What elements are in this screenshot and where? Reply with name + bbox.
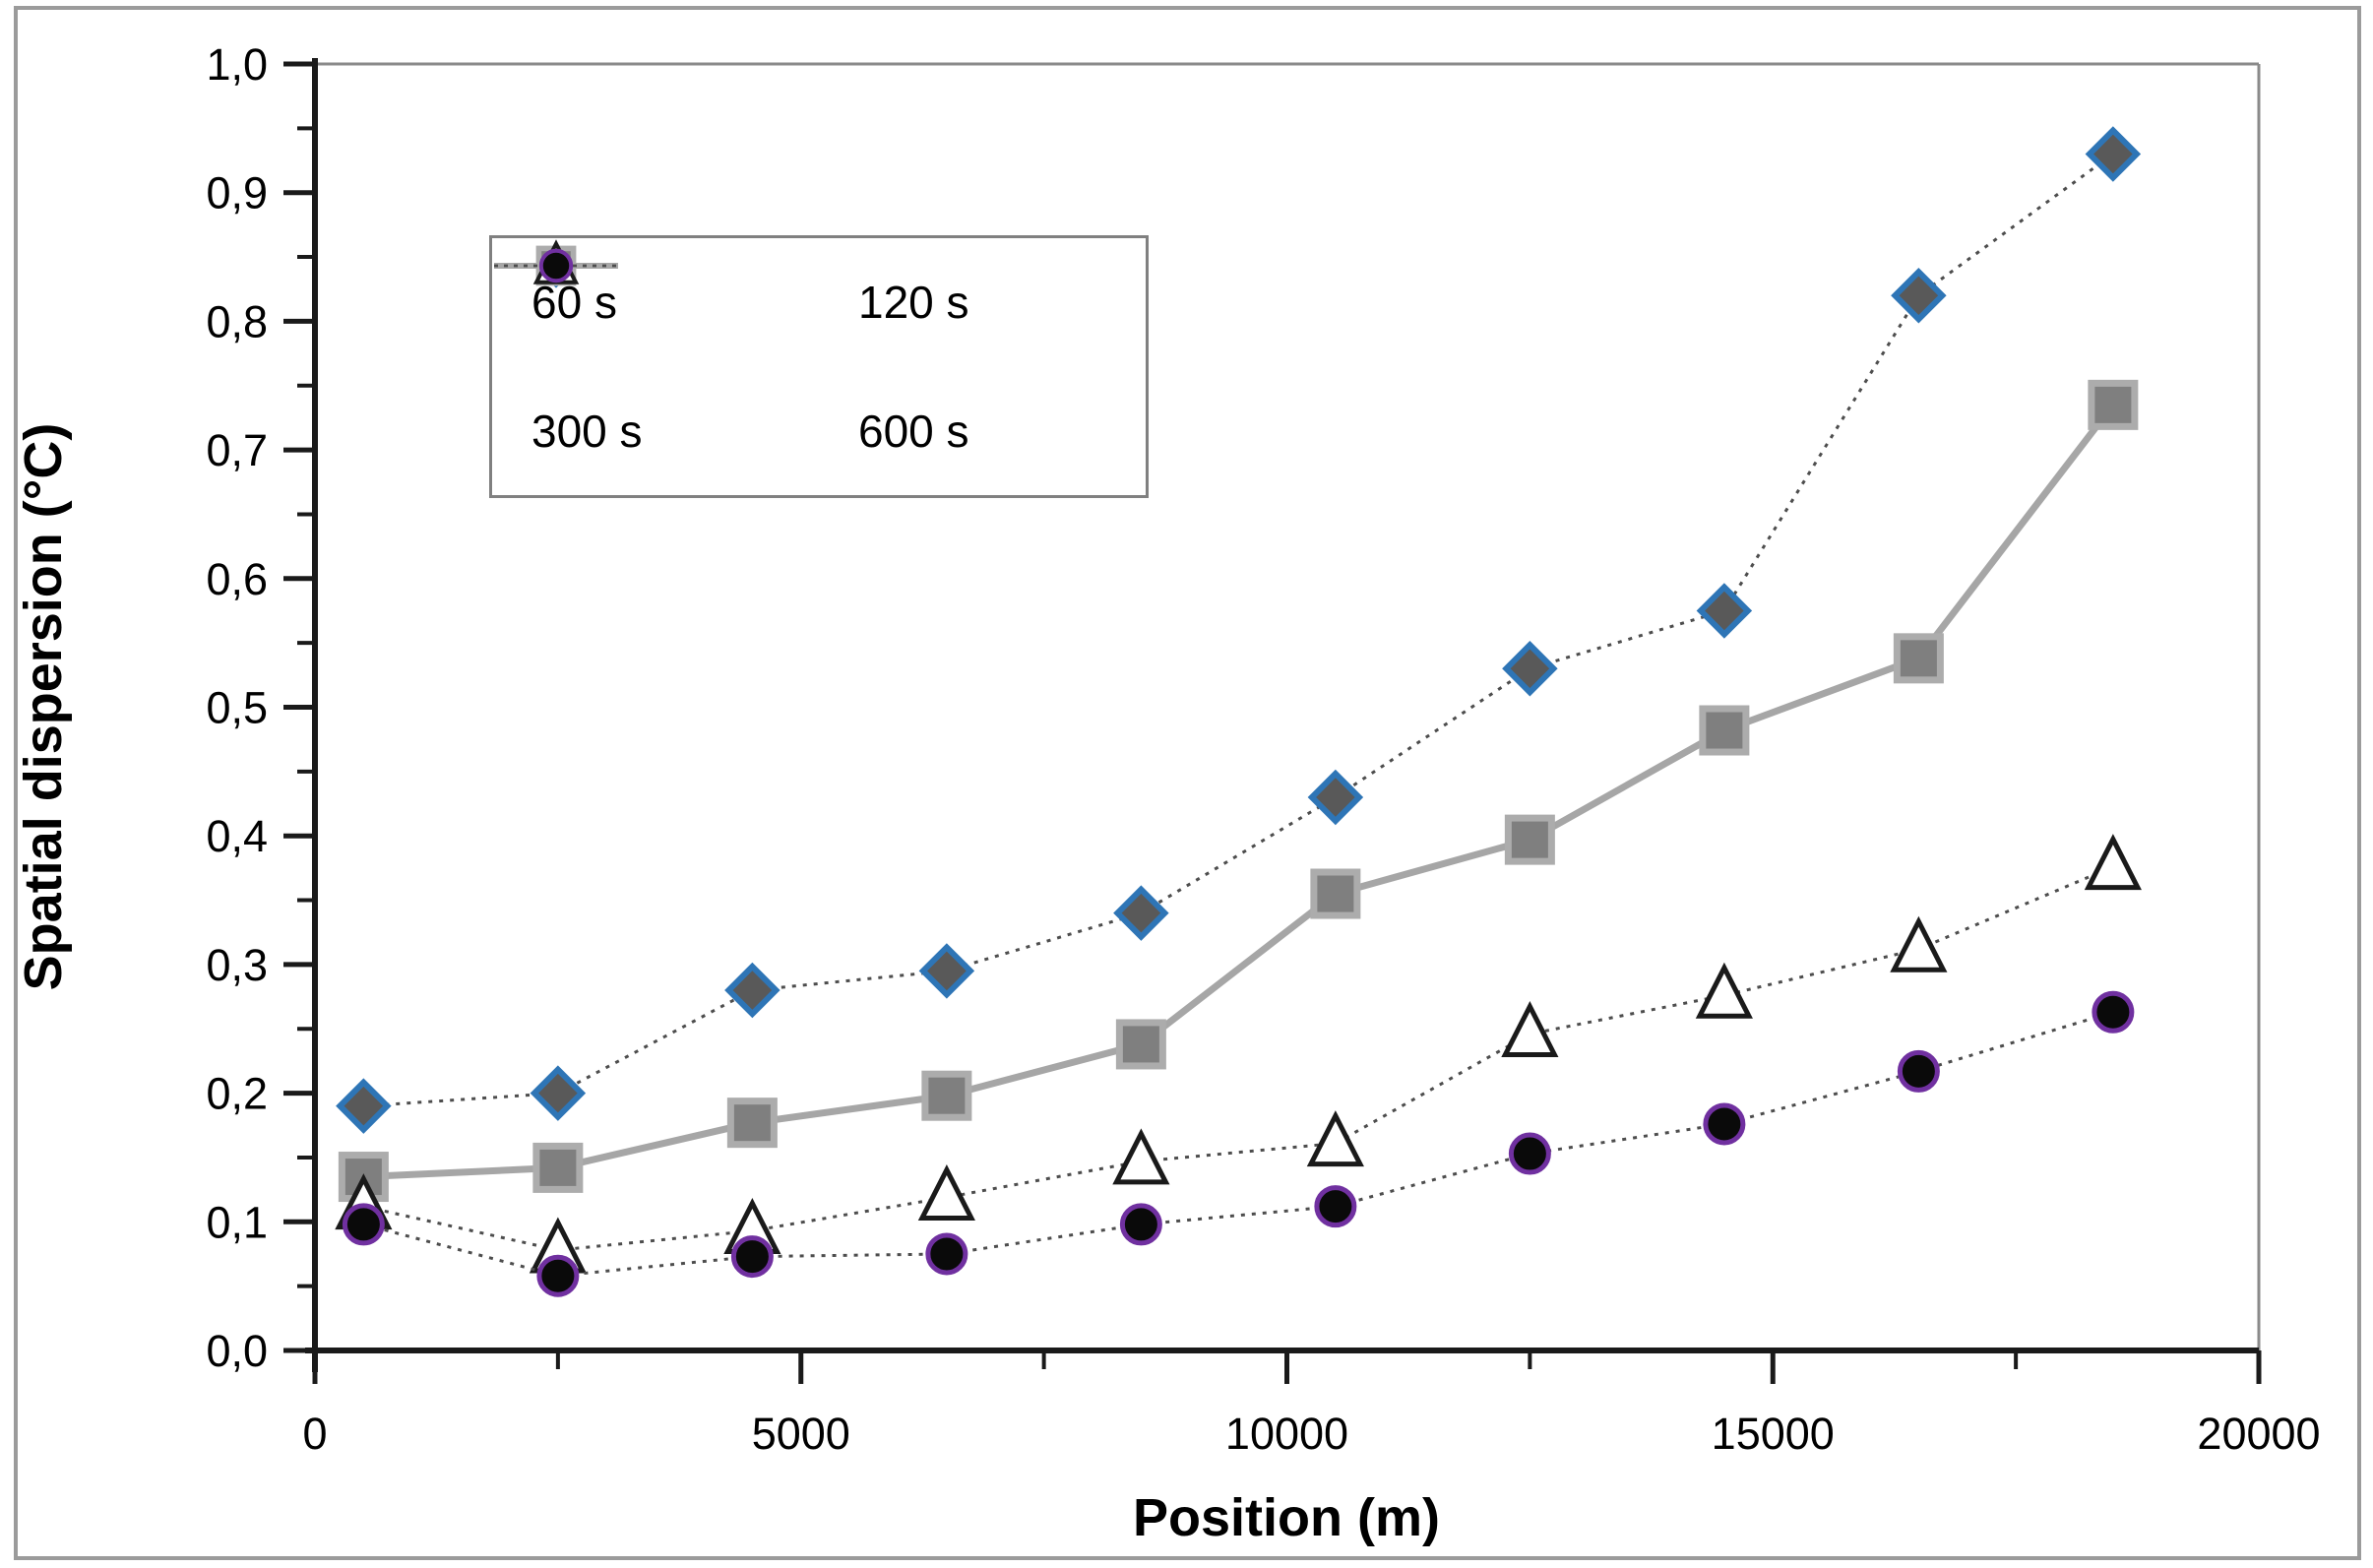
data-point-marker: [530, 1065, 587, 1121]
y-tick-label: 0,4: [206, 811, 268, 861]
data-point-marker: [1508, 1132, 1551, 1175]
legend-label-300s: 300 s: [531, 405, 643, 457]
data-point-marker: [730, 1235, 774, 1279]
data-point-marker: [1112, 1128, 1170, 1185]
data-point-marker: [2084, 834, 2142, 891]
y-tick-label: 0,7: [206, 425, 268, 475]
y-tick-label: 1,0: [206, 39, 268, 90]
data-point-marker: [724, 962, 781, 1019]
series-line: [363, 153, 2114, 1108]
data-point-marker: [1897, 1049, 1940, 1093]
y-tick-label: 0,1: [206, 1197, 268, 1247]
data-point-marker: [532, 1142, 584, 1193]
series-300-s: [335, 834, 2142, 1274]
y-tick-label: 0,3: [206, 940, 268, 990]
data-point-marker: [1502, 641, 1558, 697]
series-line: [363, 865, 2114, 1252]
legend-item-120s: 120 s: [494, 238, 1146, 367]
data-point-marker: [2092, 990, 2135, 1034]
x-tick-label: 20000: [2197, 1409, 2320, 1459]
legend-item-300s: 300 s: [492, 239, 819, 496]
data-point-marker: [336, 1078, 392, 1134]
axis-tick-labels: 0,0 0,1 0,2 0,3 0,4 0,5 0,6 0,7 0,8 0,9 1,0 0 5000 10…: [206, 39, 2320, 1459]
series-60-s: [336, 126, 2142, 1134]
data-point-marker: [1695, 962, 1753, 1019]
data-point-marker: [917, 1163, 975, 1221]
data-point-marker: [1306, 1110, 1364, 1167]
data-point-marker: [1310, 868, 1361, 919]
data-point-marker: [1504, 814, 1555, 865]
data-point-marker: [1891, 268, 1947, 324]
y-axis-title: Spatial dispersion (°C): [14, 423, 73, 991]
data-point-marker: [2088, 379, 2139, 430]
data-series: [335, 126, 2142, 1297]
legend-marker-600s-icon: [494, 248, 618, 283]
data-point-marker: [726, 1098, 778, 1149]
data-point-marker: [1890, 915, 1948, 972]
data-point-marker: [536, 1254, 580, 1297]
data-point-marker: [921, 1070, 972, 1121]
data-point-marker: [1119, 1203, 1162, 1246]
x-tick-label: 5000: [752, 1409, 850, 1459]
y-tick-label: 0,9: [206, 168, 268, 219]
legend-item-600s: 600 s: [494, 248, 1146, 496]
series-line: [363, 403, 2116, 1181]
legend-label-600s: 600 s: [858, 405, 969, 457]
data-point-marker: [1696, 583, 1753, 639]
x-tick-label: 0: [302, 1409, 327, 1459]
legend-label-120s: 120 s: [858, 277, 969, 329]
data-point-marker: [925, 1232, 968, 1276]
series-120-s: [338, 379, 2139, 1203]
data-point-marker: [918, 943, 975, 999]
x-tick-label: 10000: [1225, 1409, 1348, 1459]
legend: 60 s 120 s 300 s 600 s: [489, 235, 1149, 498]
data-point-marker: [1703, 1102, 1746, 1146]
y-tick-label: 0,5: [206, 683, 268, 733]
y-tick-label: 0,6: [206, 554, 268, 604]
data-point-marker: [1501, 1000, 1559, 1057]
data-point-marker: [342, 1203, 385, 1246]
data-point-marker: [1893, 633, 1944, 684]
y-tick-label: 0,0: [206, 1326, 268, 1376]
axis-ticks: [283, 61, 2262, 1384]
series-line: [362, 1010, 2114, 1278]
x-tick-label: 15000: [1712, 1409, 1835, 1459]
y-tick-label: 0,2: [206, 1069, 268, 1119]
data-point-marker: [1314, 1185, 1357, 1228]
data-point-marker: [1113, 885, 1169, 941]
data-point-marker: [1115, 1019, 1166, 1070]
data-point-marker: [1307, 769, 1364, 826]
series-600-s: [342, 990, 2135, 1297]
data-point-marker: [1699, 705, 1750, 756]
y-tick-label: 0,8: [206, 296, 268, 346]
x-axis-title: Position (m): [1133, 1488, 1440, 1547]
data-point-marker: [2085, 126, 2142, 182]
plot-frame: [305, 58, 2261, 1372]
data-point-marker: [538, 248, 574, 283]
